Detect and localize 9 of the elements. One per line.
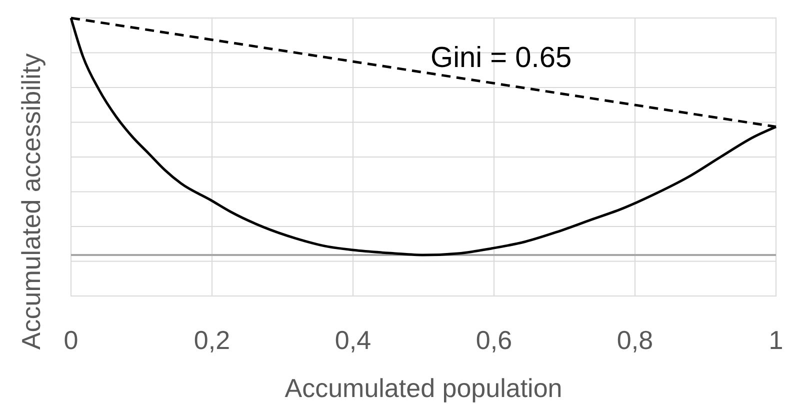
annotation: Gini = 0.65 [430,42,572,74]
x-tick-label: 0,8 [616,325,654,355]
x-tick-label: 0 [64,325,78,355]
y-axis-title: Accumulated accessibility [16,53,46,350]
x-tick-label: 0,4 [334,325,372,355]
x-tick-label: 0,6 [476,325,512,355]
x-tick-label: 0,2 [194,325,230,355]
x-axis-title: Accumulated population [284,373,562,403]
x-tick-label: 1 [768,325,784,355]
